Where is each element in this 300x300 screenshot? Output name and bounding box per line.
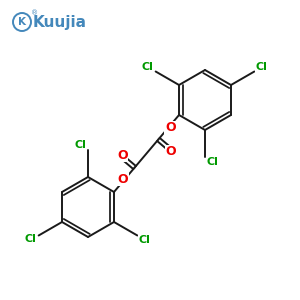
Text: O: O bbox=[117, 173, 128, 186]
Text: O: O bbox=[117, 149, 128, 162]
Text: Cl: Cl bbox=[142, 62, 154, 73]
Text: O: O bbox=[165, 145, 176, 158]
Text: Cl: Cl bbox=[138, 235, 150, 244]
Text: Cl: Cl bbox=[255, 62, 267, 73]
Text: O: O bbox=[165, 121, 176, 134]
Text: ®: ® bbox=[32, 10, 39, 16]
Text: Cl: Cl bbox=[74, 140, 86, 150]
Text: K: K bbox=[18, 17, 26, 27]
Text: Kuujia: Kuujia bbox=[33, 14, 87, 29]
Text: Cl: Cl bbox=[25, 235, 37, 244]
Text: Cl: Cl bbox=[206, 157, 218, 167]
